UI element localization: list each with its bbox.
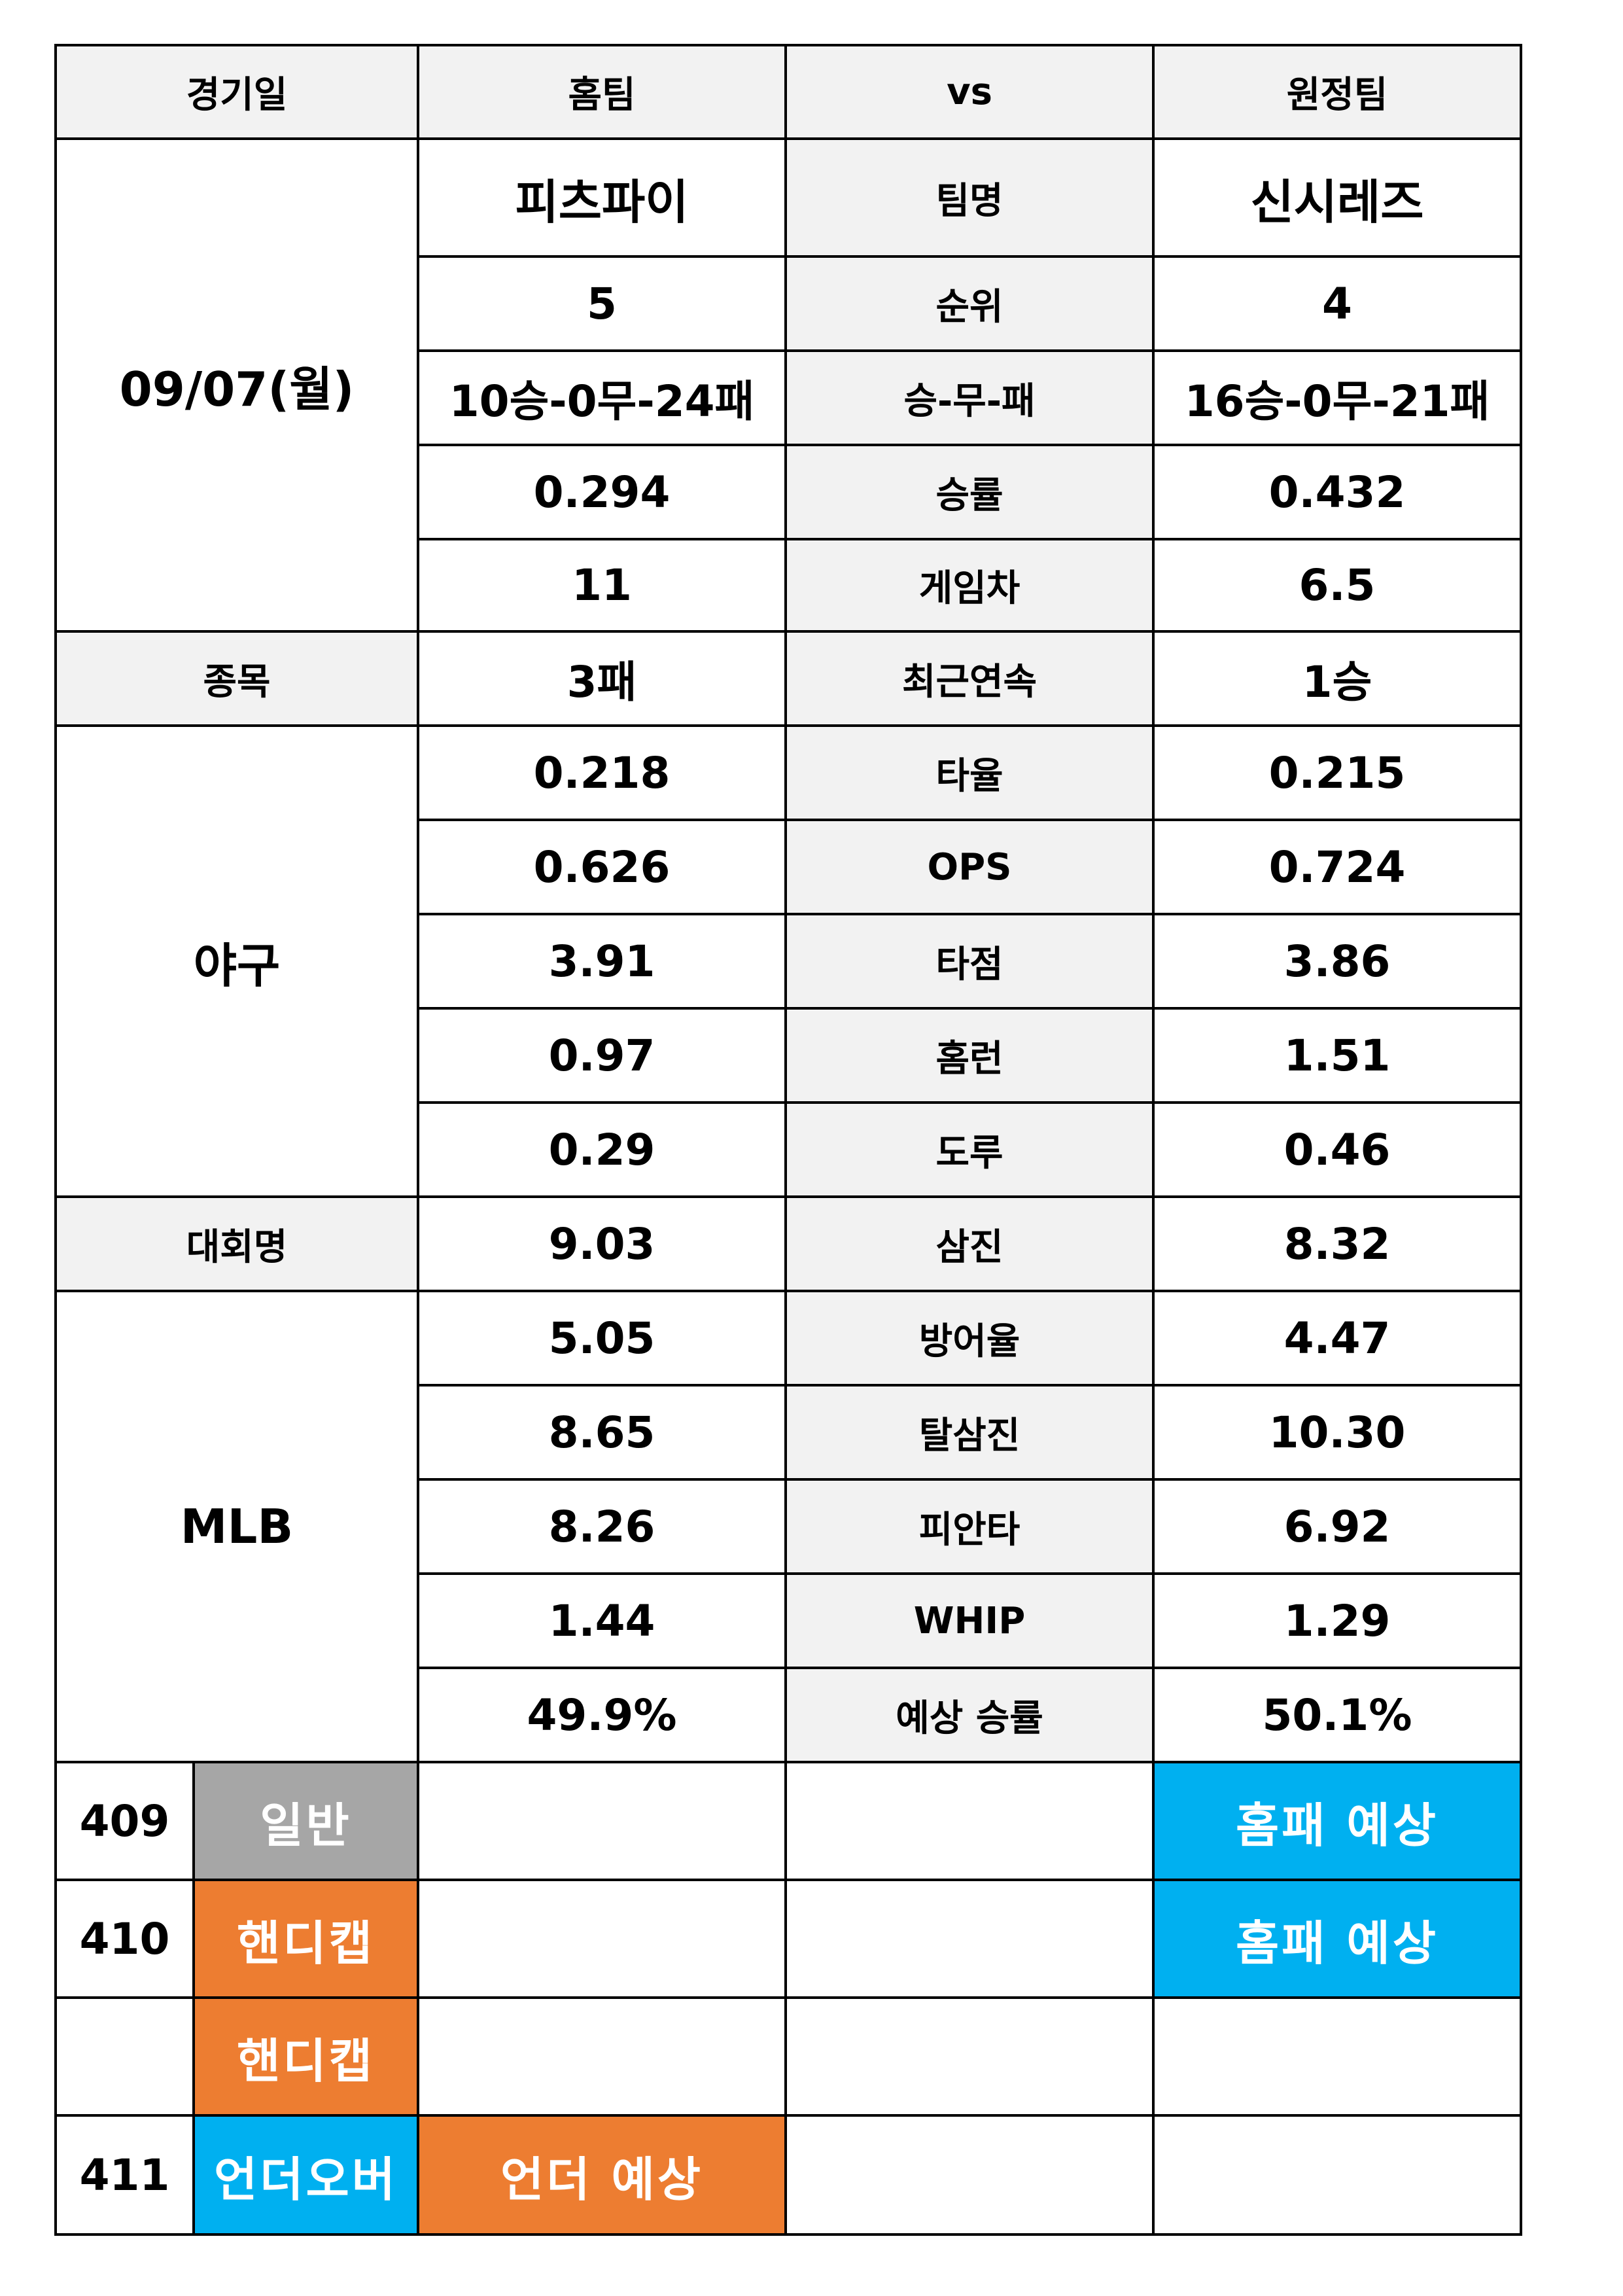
pick-type-badge: 언더오버 [192, 2114, 419, 2236]
league-label: 대회명 [54, 1195, 419, 1292]
stat-label: 타율 [784, 724, 1155, 821]
stat-label-team-name: 팀명 [784, 137, 1155, 258]
away-stat-value: 50.1% [1152, 1667, 1522, 1763]
home-stat-value: 5 [417, 255, 787, 352]
sport-value: 야구 [54, 724, 419, 1198]
home-stat-value: 11 [417, 538, 787, 633]
away-stat-value: 10.30 [1152, 1384, 1522, 1481]
home-stat-value: 8.26 [417, 1478, 787, 1575]
home-stat-value: 0.218 [417, 724, 787, 821]
away-stat-value: 3.86 [1152, 913, 1522, 1010]
match-date: 09/07(월) [54, 137, 419, 633]
home-stat-value: 0.97 [417, 1007, 787, 1104]
away-stat-value: 1.51 [1152, 1007, 1522, 1104]
pick-middle [784, 1996, 1155, 2117]
pick-number [54, 1996, 195, 2117]
home-stat-value: 1.44 [417, 1572, 787, 1669]
away-stat-value: 1.29 [1152, 1572, 1522, 1669]
home-stat-value: 10승-0무-24패 [417, 349, 787, 446]
stat-label: 방어율 [784, 1290, 1155, 1386]
header-away-team: 원정팀 [1152, 44, 1522, 140]
home-stat-value: 5.05 [417, 1290, 787, 1386]
away-stat-value: 0.46 [1152, 1101, 1522, 1198]
header-date: 경기일 [54, 44, 419, 140]
home-stat-value: 49.9% [417, 1667, 787, 1763]
away-stat-value: 0.724 [1152, 819, 1522, 915]
stat-label: 게임차 [784, 538, 1155, 633]
stat-label: WHIP [784, 1572, 1155, 1669]
header-home-team: 홈팀 [417, 44, 787, 140]
pick-home [417, 1879, 787, 1999]
stat-label: 삼진 [784, 1195, 1155, 1292]
away-stat-value: 0.215 [1152, 724, 1522, 821]
pick-number: 411 [54, 2114, 195, 2236]
home-stat-value: 3패 [417, 630, 787, 727]
stat-label: 승률 [784, 444, 1155, 540]
stat-label: 홈런 [784, 1007, 1155, 1104]
stat-label: 피안타 [784, 1478, 1155, 1575]
away-stat-value: 1승 [1152, 630, 1522, 727]
home-stat-value: 0.29 [417, 1101, 787, 1198]
pick-type-badge: 핸디캡 [192, 1996, 419, 2117]
league-value: MLB [54, 1290, 419, 1763]
home-stat-value: 9.03 [417, 1195, 787, 1292]
pick-middle [784, 1761, 1155, 1881]
pick-number: 410 [54, 1879, 195, 1999]
home-stat-value: 8.65 [417, 1384, 787, 1481]
away-stat-value: 16승-0무-21패 [1152, 349, 1522, 446]
away-stat-value: 4.47 [1152, 1290, 1522, 1386]
pick-home [417, 1761, 787, 1881]
pick-away: 홈패 예상 [1152, 1879, 1522, 1999]
pick-away [1152, 2114, 1522, 2236]
away-stat-value: 6.92 [1152, 1478, 1522, 1575]
pick-middle [784, 2114, 1155, 2236]
stat-label: 예상 승률 [784, 1667, 1155, 1763]
stat-label: 탈삼진 [784, 1384, 1155, 1481]
home-stat-value: 0.626 [417, 819, 787, 915]
stat-label: 타점 [784, 913, 1155, 1010]
away-stat-value: 6.5 [1152, 538, 1522, 633]
home-stat-value: 0.294 [417, 444, 787, 540]
stat-label: 순위 [784, 255, 1155, 352]
pick-away: 홈패 예상 [1152, 1761, 1522, 1881]
stat-label: OPS [784, 819, 1155, 915]
pick-type-badge: 일반 [192, 1761, 419, 1881]
header-vs: vs [784, 44, 1155, 140]
sport-label: 종목 [54, 630, 419, 727]
stat-label: 승-무-패 [784, 349, 1155, 446]
pick-middle [784, 1879, 1155, 1999]
away-team-name: 신시레즈 [1152, 137, 1522, 258]
stat-label: 도루 [784, 1101, 1155, 1198]
away-stat-value: 8.32 [1152, 1195, 1522, 1292]
pick-home [417, 1996, 787, 2117]
stat-label: 최근연속 [784, 630, 1155, 727]
pick-number: 409 [54, 1761, 195, 1881]
away-stat-value: 4 [1152, 255, 1522, 352]
away-stat-value: 0.432 [1152, 444, 1522, 540]
pick-home: 언더 예상 [417, 2114, 787, 2236]
home-team-name: 피츠파이 [417, 137, 787, 258]
pick-away [1152, 1996, 1522, 2117]
home-stat-value: 3.91 [417, 913, 787, 1010]
pick-type-badge: 핸디캡 [192, 1879, 419, 1999]
